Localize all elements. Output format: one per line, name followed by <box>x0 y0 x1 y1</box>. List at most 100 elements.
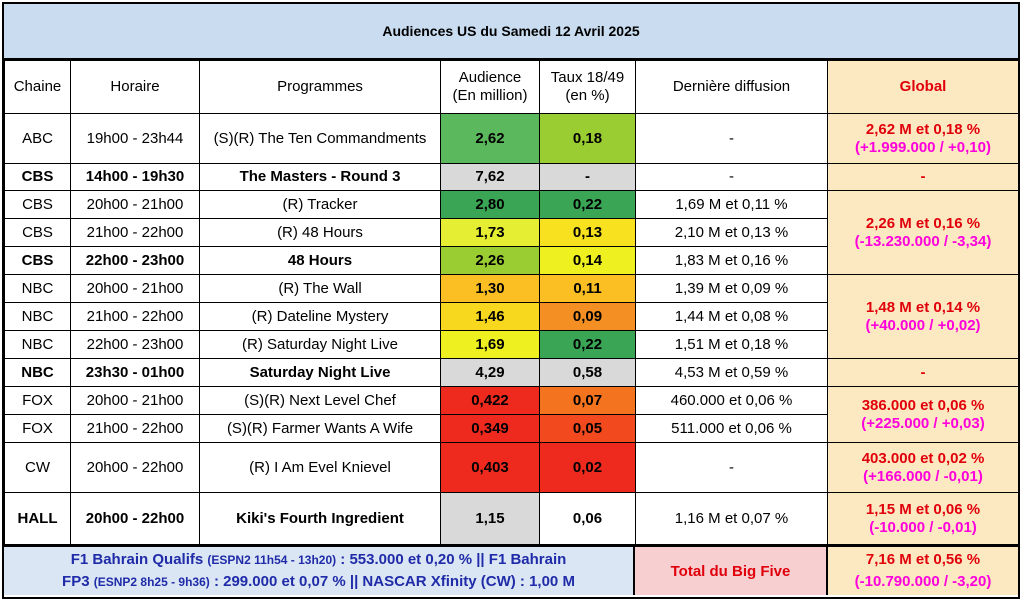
cell-taux: 0,05 <box>539 414 636 443</box>
cell-programme: (R) Dateline Mystery <box>199 302 441 331</box>
header-global: Global <box>827 60 1019 114</box>
cell-derniere: - <box>635 163 828 191</box>
global-cbs-line2: (-13.230.000 / -3,34) <box>854 232 992 250</box>
cell-chaine: NBC <box>4 302 71 331</box>
cell-derniere: 1,39 M et 0,09 % <box>635 274 828 303</box>
cell-chaine: HALL <box>4 492 71 545</box>
global-nbc: 1,48 M et 0,14 % (+40.000 / +0,02) <box>827 274 1019 359</box>
big-five-label: Total du Big Five <box>635 547 828 595</box>
cell-audience: 1,30 <box>440 274 540 303</box>
global-abc-line1: 2,62 M et 0,18 % <box>865 120 981 138</box>
cell-chaine: NBC <box>4 274 71 303</box>
cell-programme: (R) Tracker <box>199 190 441 219</box>
header-audience-l1: Audience <box>458 69 522 86</box>
sports-line1-a: F1 Bahrain Qualifs <box>70 551 208 568</box>
cell-horaire: 22h00 - 23h00 <box>70 330 200 359</box>
cell-chaine: ABC <box>4 113 71 164</box>
global-abc: 2,62 M et 0,18 % (+1.999.000 / +0,10) <box>827 113 1019 164</box>
cell-taux: 0,06 <box>539 492 636 545</box>
global-hall: 1,15 M et 0,06 % (-10.000 / -0,01) <box>827 492 1019 545</box>
cell-taux: 0,13 <box>539 218 636 247</box>
header-taux-l2: (en %) <box>565 87 610 104</box>
global-cw-line1: 403.000 et 0,02 % <box>861 449 985 467</box>
cell-derniere: 1,51 M et 0,18 % <box>635 330 828 359</box>
cell-horaire: 20h00 - 21h00 <box>70 386 200 415</box>
cell-chaine: CBS <box>4 246 71 275</box>
cell-programme: (R) The Wall <box>199 274 441 303</box>
cell-chaine: NBC <box>4 358 71 387</box>
cell-audience: 0,422 <box>440 386 540 415</box>
table-row: NBC 20h00 - 21h00 (R) The Wall 1,30 0,11… <box>4 274 1019 359</box>
cell-audience: 4,29 <box>440 358 540 387</box>
cell-programme: (S)(R) Next Level Chef <box>199 386 441 415</box>
table-row: CBS 21h00 - 22h00 (R) 48 Hours 1,73 0,13… <box>4 218 1019 247</box>
big-five-total: 7,16 M et 0,56 % (-10.790.000 / -3,20) <box>828 547 1018 595</box>
global-hall-line1: 1,15 M et 0,06 % <box>865 500 981 518</box>
table-row: CBS 22h00 - 23h00 48 Hours 2,26 0,14 1,8… <box>4 246 1019 275</box>
cell-horaire: 20h00 - 21h00 <box>70 274 200 303</box>
cell-horaire: 21h00 - 22h00 <box>70 218 200 247</box>
cell-derniere: 2,10 M et 0,13 % <box>635 218 828 247</box>
table-row: NBC 21h00 - 22h00 (R) Dateline Mystery 1… <box>4 302 1019 331</box>
cell-audience: 1,69 <box>440 330 540 359</box>
cell-taux: 0,18 <box>539 113 636 164</box>
global-nbc-line1: 1,48 M et 0,14 % <box>865 298 981 316</box>
sports-summary: F1 Bahrain Qualifs (ESPN2 11h54 - 13h20)… <box>4 547 635 595</box>
cell-derniere: 511.000 et 0,06 % <box>635 414 828 443</box>
cell-horaire: 20h00 - 21h00 <box>70 190 200 219</box>
header-derniere: Dernière diffusion <box>635 60 828 114</box>
global-hall-line2: (-10.000 / -0,01) <box>869 518 977 536</box>
global-nbc-line2: (+40.000 / +0,02) <box>865 316 981 334</box>
cell-programme: (R) 48 Hours <box>199 218 441 247</box>
cell-horaire: 21h00 - 22h00 <box>70 302 200 331</box>
cell-audience: 1,15 <box>440 492 540 545</box>
cell-horaire: 21h00 - 22h00 <box>70 414 200 443</box>
table-row: CW 20h00 - 22h00 (R) I Am Evel Knievel 0… <box>4 442 1019 493</box>
cell-audience: 1,73 <box>440 218 540 247</box>
cell-derniere: 1,16 M et 0,07 % <box>635 492 828 545</box>
cell-derniere: 1,83 M et 0,16 % <box>635 246 828 275</box>
global-abc-line2: (+1.999.000 / +0,10) <box>855 138 991 156</box>
header-chaine: Chaine <box>4 60 71 114</box>
cell-taux: - <box>539 163 636 191</box>
global-fox-line1: 386.000 et 0,06 % <box>861 396 985 414</box>
cell-chaine: NBC <box>4 330 71 359</box>
global-fox-line2: (+225.000 / +0,03) <box>861 414 985 432</box>
sports-line2: FP3 (ESNP2 8h25 - 9h36) : 299.000 et 0,0… <box>62 571 575 593</box>
cell-taux: 0,09 <box>539 302 636 331</box>
cell-audience: 0,349 <box>440 414 540 443</box>
cell-taux: 0,22 <box>539 330 636 359</box>
cell-taux: 0,07 <box>539 386 636 415</box>
cell-taux: 0,58 <box>539 358 636 387</box>
cell-horaire: 22h00 - 23h00 <box>70 246 200 275</box>
sports-line1: F1 Bahrain Qualifs (ESPN2 11h54 - 13h20)… <box>71 549 567 571</box>
cell-chaine: FOX <box>4 414 71 443</box>
big-five-line2: (-10.790.000 / -3,20) <box>854 573 992 590</box>
global-fox: 386.000 et 0,06 % (+225.000 / +0,03) <box>827 386 1019 443</box>
cell-horaire: 19h00 - 23h44 <box>70 113 200 164</box>
cell-taux: 0,22 <box>539 190 636 219</box>
cell-chaine: CW <box>4 442 71 493</box>
cell-audience: 2,62 <box>440 113 540 164</box>
cell-audience: 0,403 <box>440 442 540 493</box>
header-row: Chaine Horaire Programmes Audience (En mi… <box>4 60 1019 114</box>
cell-audience: 2,80 <box>440 190 540 219</box>
cell-programme: Saturday Night Live <box>199 358 441 387</box>
cell-chaine: CBS <box>4 163 71 191</box>
cell-taux: 0,02 <box>539 442 636 493</box>
cell-chaine: FOX <box>4 386 71 415</box>
cell-programme: Kiki's Fourth Ingredient <box>199 492 441 545</box>
cell-derniere: 1,69 M et 0,11 % <box>635 190 828 219</box>
cell-audience: 7,62 <box>440 163 540 191</box>
cell-programme: 48 Hours <box>199 246 441 275</box>
header-programmes: Programmes <box>199 60 441 114</box>
sports-line1-c: : 553.000 et 0,20 % || F1 Bahrain <box>336 551 567 568</box>
table-row: FOX 20h00 - 21h00 (S)(R) Next Level Chef… <box>4 386 1019 443</box>
cell-derniere: - <box>635 113 828 164</box>
cell-derniere: 1,44 M et 0,08 % <box>635 302 828 331</box>
global-cbs: 2,26 M et 0,16 % (-13.230.000 / -3,34) <box>827 190 1019 275</box>
cell-audience: 2,26 <box>440 246 540 275</box>
cell-programme: (R) I Am Evel Knievel <box>199 442 441 493</box>
report-title: Audiences US du Samedi 12 Avril 2025 <box>4 4 1018 60</box>
